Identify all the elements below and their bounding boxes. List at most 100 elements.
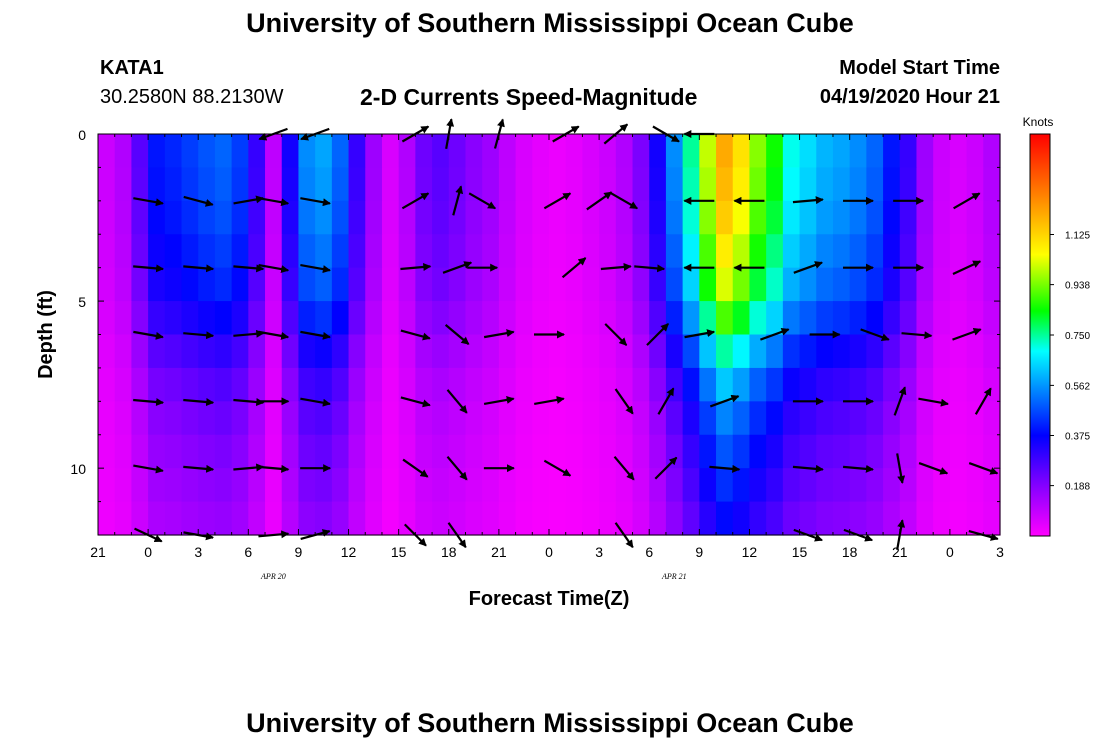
heatmap-cell	[381, 334, 400, 369]
current-vector	[657, 387, 675, 415]
heatmap-cell	[816, 200, 834, 235]
x-tick-label: 9	[295, 544, 303, 560]
heatmap-cell	[732, 367, 751, 402]
heatmap-cell	[883, 367, 901, 402]
heatmap-cell	[949, 167, 968, 202]
heatmap-cell	[732, 301, 751, 336]
current-vector	[534, 396, 565, 406]
heatmap-cell	[649, 434, 667, 469]
heatmap-cell	[732, 334, 751, 369]
heatmap-cell	[98, 234, 116, 269]
heatmap-cell	[214, 401, 233, 436]
heatmap-cell	[582, 267, 600, 302]
current-vector	[561, 257, 587, 279]
heatmap-cell	[966, 134, 984, 169]
heatmap-cell	[281, 200, 300, 235]
heatmap-cell	[148, 434, 166, 469]
heatmap-cell	[565, 301, 584, 336]
heatmap-cell	[281, 167, 300, 202]
heatmap-cell	[816, 434, 834, 469]
heatmap-cell	[782, 367, 801, 402]
heatmap-cell	[816, 234, 834, 269]
heatmap-cell	[632, 234, 650, 269]
heatmap-cell	[849, 234, 867, 269]
heatmap-cell	[315, 468, 333, 503]
heatmap-cell	[532, 334, 550, 369]
heatmap-cell	[782, 401, 801, 436]
heatmap-cell	[582, 301, 600, 336]
heatmap-cell	[899, 267, 918, 302]
heatmap-cell	[465, 434, 483, 469]
x-tick-label: 3	[996, 544, 1004, 560]
heatmap-cell	[716, 134, 734, 169]
heatmap-cell	[782, 267, 801, 302]
heatmap-cell	[98, 200, 116, 235]
heatmap-cell	[465, 367, 483, 402]
heatmap-cell	[398, 234, 416, 269]
heatmap-cell	[281, 267, 300, 302]
heatmap-cell	[866, 200, 884, 235]
heatmap-cell	[365, 301, 383, 336]
heatmap-cell	[599, 501, 617, 536]
heatmap-cell	[832, 334, 851, 369]
heatmap-cell	[281, 468, 300, 503]
heatmap-cell	[849, 134, 867, 169]
heatmap-cell	[114, 200, 133, 235]
heatmap-cell	[148, 501, 166, 536]
heatmap-cell	[515, 267, 533, 302]
heatmap-cell	[682, 167, 700, 202]
x-tick-label: 3	[595, 544, 603, 560]
heatmap-cell	[565, 434, 584, 469]
heatmap-cell	[498, 401, 517, 436]
current-vector	[258, 464, 290, 473]
heatmap-cell	[816, 401, 834, 436]
heatmap-cell	[214, 501, 233, 536]
heatmap-cell	[949, 200, 968, 235]
heatmap-cell	[832, 267, 851, 302]
heatmap-cell	[766, 334, 784, 369]
heatmap-cell	[348, 367, 366, 402]
heatmap-cell	[549, 234, 567, 269]
heatmap-cell	[549, 468, 567, 503]
station-id: KATA1	[100, 57, 164, 79]
heatmap-cell	[365, 367, 383, 402]
speed-colorbar: Knots 1.125 0.938 0.750 0.562 0.375 0.188	[1023, 115, 1090, 537]
heatmap-cell	[248, 334, 266, 369]
heatmap-cell	[799, 200, 817, 235]
heatmap-cell	[599, 334, 617, 369]
heatmap-cell	[532, 267, 550, 302]
current-vector	[860, 328, 890, 341]
heatmap-cell	[632, 167, 650, 202]
heatmap-cell	[398, 167, 416, 202]
heatmap-cell	[549, 134, 567, 169]
current-vector	[709, 394, 740, 408]
heatmap-cell	[248, 234, 266, 269]
heatmap-cell	[582, 434, 600, 469]
current-vector	[446, 389, 468, 414]
heatmap-cell	[381, 267, 400, 302]
heatmap-cell	[816, 334, 834, 369]
heatmap-cell	[448, 468, 467, 503]
heatmap-cell	[615, 434, 634, 469]
x-tick-label: 21	[491, 544, 507, 560]
heatmap-cell	[699, 367, 717, 402]
heatmap-cell	[148, 401, 166, 436]
heatmap-cell	[582, 334, 600, 369]
heatmap-cell	[782, 301, 801, 336]
current-vector	[300, 197, 331, 207]
current-vector	[483, 329, 515, 339]
heatmap-cell	[933, 334, 951, 369]
heatmap-cell	[98, 367, 116, 402]
heatmap-cell	[131, 301, 149, 336]
current-vector	[133, 264, 165, 273]
heatmap-cell	[899, 468, 918, 503]
colorbar-gradient	[1029, 133, 1051, 537]
heatmap-cell	[549, 200, 567, 235]
heatmap-cell	[966, 501, 984, 536]
heatmap-cell	[98, 468, 116, 503]
heatmap-cell	[816, 267, 834, 302]
heatmap-cell	[983, 234, 1001, 269]
heatmap-cell	[983, 501, 1001, 536]
heatmap-cell	[114, 468, 133, 503]
heatmap-cell	[899, 200, 918, 235]
